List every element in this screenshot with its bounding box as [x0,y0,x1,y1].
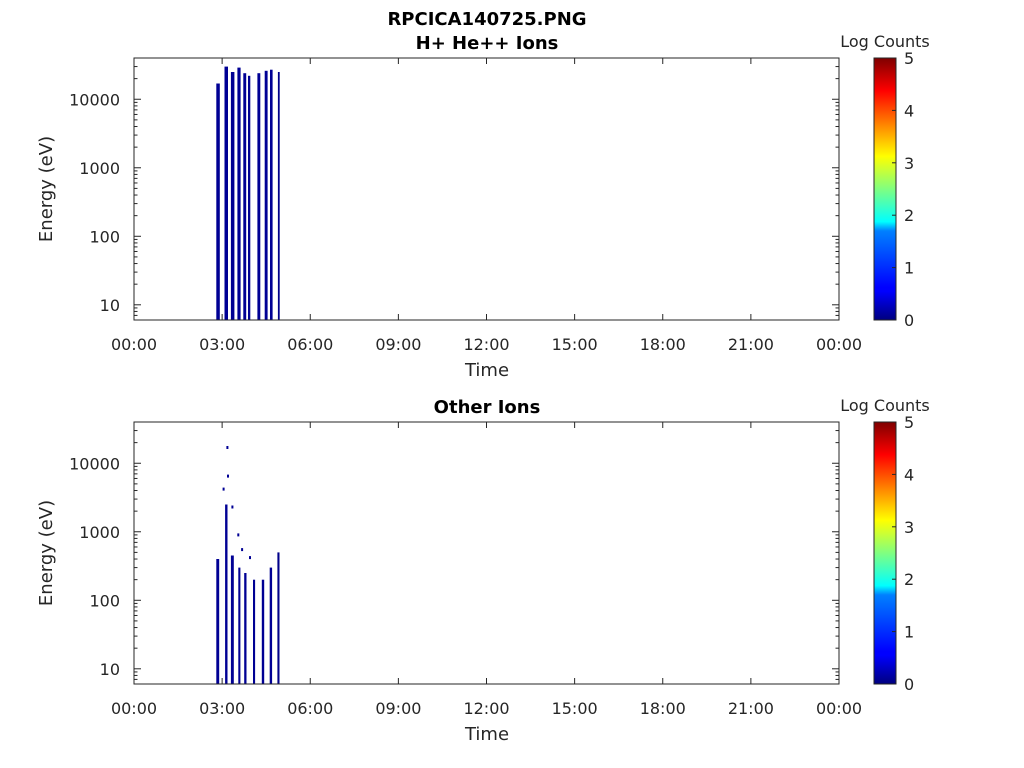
x-tick-label: 03:00 [199,699,245,718]
colorbar-tick-label: 0 [904,675,914,694]
burst-0 [216,83,220,320]
y-axis-label: Energy (eV) [36,136,57,242]
burst-1 [225,504,228,684]
panel-h-he-ions: 00:00 03:00 06:00 09:00 12:00 15:00 18:00 21:00… [36,32,930,381]
colorbar-tick-label: 0 [904,311,914,330]
sparse-point-1 [227,474,229,478]
burst-6 [257,73,261,320]
burst-9 [277,72,280,320]
colorbar-label: Log Counts [840,396,930,415]
x-tick-label: 15:00 [552,699,598,718]
x-tick-label: 06:00 [287,335,333,354]
colorbar-tick-label: 1 [904,623,914,642]
colorbar [873,421,897,685]
colorbar-ticks: 0 1 2 3 4 5 [892,49,914,330]
y-tick-label: 10000 [69,90,120,109]
colorbar-tick-label: 2 [904,206,914,225]
sparse-point-5 [241,548,244,552]
sparse-point-6 [249,556,251,560]
colorbar-tick-label: 4 [904,101,914,120]
sparse-point-3 [231,505,234,509]
axis-ticks: 00:00 03:00 06:00 09:00 12:00 15:00 18:00 21:00… [69,57,862,354]
burst-4 [244,573,247,684]
sparse-point-4 [237,533,240,537]
y-tick-label: 1000 [79,523,120,542]
burst-6 [261,579,265,684]
panel-other-ions: 00:00 03:00 06:00 09:00 12:00 15:00 18:00 21:00… [36,396,930,745]
y-tick-label: 10 [100,296,120,315]
x-tick-label: 00:00 [111,699,157,718]
colorbar-tick-label: 3 [904,518,914,537]
spectrogram-marks [216,66,280,320]
colorbar-label: Log Counts [840,32,930,51]
x-tick-label: 09:00 [375,699,421,718]
colorbar-tick-label: 3 [904,154,914,173]
x-tick-label: 00:00 [816,699,862,718]
burst-2 [230,555,234,684]
y-tick-label: 100 [89,591,120,610]
x-tick-label: 21:00 [728,335,774,354]
burst-5 [253,579,256,684]
burst-8 [277,552,280,684]
x-tick-label: 21:00 [728,699,774,718]
y-tick-label: 10000 [69,454,120,473]
burst-3 [238,567,241,684]
x-axis-label: Time [464,360,509,381]
burst-2 [230,72,235,320]
x-tick-label: 18:00 [640,699,686,718]
panel1-title: H+ He++ Ions [416,33,559,54]
axis-ticks: 00:00 03:00 06:00 09:00 12:00 15:00 18:00 21:00… [69,421,862,718]
x-tick-label: 12:00 [463,335,509,354]
burst-0 [216,559,220,684]
burst-7 [264,70,268,320]
x-tick-label: 12:00 [463,699,509,718]
colorbar-tick-label: 1 [904,259,914,278]
y-tick-label: 10 [100,660,120,679]
x-tick-label: 00:00 [111,335,157,354]
burst-4 [243,73,247,320]
y-tick-label: 100 [89,227,120,246]
x-tick-label: 18:00 [640,335,686,354]
x-tick-label: 06:00 [287,699,333,718]
colorbar-ticks: 0 1 2 3 4 5 [892,413,914,694]
x-tick-label: 09:00 [375,335,421,354]
figure-title: RPCICA140725.PNG [387,9,586,30]
x-tick-label: 00:00 [816,335,862,354]
burst-8 [270,69,273,320]
burst-1 [224,66,228,320]
colorbar-tick-label: 4 [904,465,914,484]
sparse-point-2 [222,487,225,491]
colorbar-tick-label: 5 [904,413,914,432]
x-tick-label: 15:00 [552,335,598,354]
y-axis-label: Energy (eV) [36,500,57,606]
colorbar-tick-label: 5 [904,49,914,68]
burst-5 [248,75,251,320]
y-tick-label: 1000 [79,159,120,178]
sparse-point-0 [226,446,229,449]
spectrogram-marks [216,446,280,684]
x-axis-label: Time [464,724,509,745]
x-tick-label: 03:00 [199,335,245,354]
burst-3 [237,67,241,320]
burst-7 [269,567,273,684]
colorbar-tick-label: 2 [904,570,914,589]
panel2-title: Other Ions [434,397,541,418]
colorbar [873,57,897,321]
